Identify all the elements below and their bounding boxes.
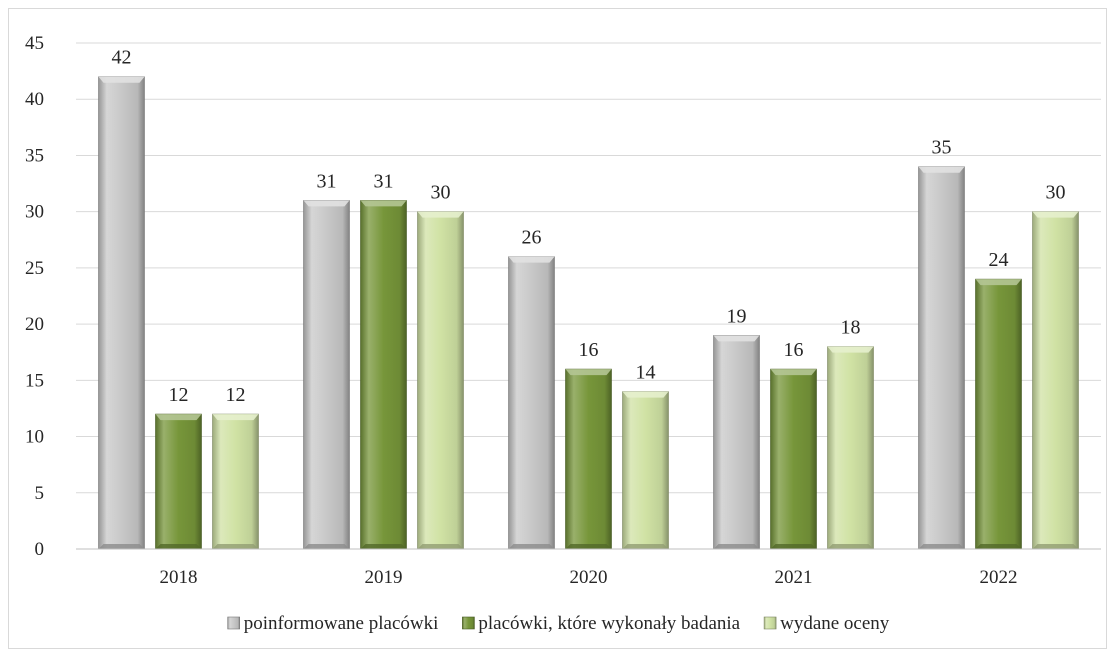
bar-bevel-bottom [155, 544, 202, 549]
legend-item: poinformowane placówki [227, 613, 439, 634]
bar-bevel-bottom [303, 544, 350, 549]
data-labels: 42 12 12 31 31 30 26 16 14 19 16 18 35 24 30 [112, 47, 1066, 406]
legend-label: poinformowane placówki [244, 613, 439, 634]
y-tick-label: 30 [25, 202, 44, 223]
chart-frame: 0 5 10 15 20 25 30 35 40 45 2018 2019 2020 2021 2022 4… [8, 8, 1107, 649]
legend-label: placówki, które wykonały badania [478, 613, 740, 634]
bar [827, 346, 874, 550]
bar-bevel-bottom [417, 544, 464, 549]
bar [975, 278, 1022, 550]
legend-label: wydane oceny [780, 613, 890, 634]
bar [622, 391, 669, 550]
bar-bevel-top [827, 346, 874, 353]
bar-bevel-top [417, 211, 464, 218]
bar [417, 211, 464, 550]
x-tick-label: 2019 [365, 567, 403, 588]
bar-value-label: 19 [727, 305, 747, 327]
y-tick-label: 45 [25, 33, 44, 54]
bar-value-label: 31 [374, 170, 394, 192]
y-tick-label: 35 [25, 145, 44, 166]
bar-bevel-bottom [98, 544, 145, 549]
bar-value-label: 12 [226, 384, 246, 406]
bar-bevel-top [622, 391, 669, 398]
bar-bevel-bottom [770, 544, 817, 549]
y-tick-label: 10 [25, 427, 44, 448]
bar-chart: 0 5 10 15 20 25 30 35 40 45 2018 2019 2020 2021 2022 4… [25, 33, 1101, 634]
x-tick-label: 2021 [775, 567, 813, 588]
bar-bevel-top [508, 256, 555, 263]
legend: poinformowane placówki placówki, które wy… [227, 613, 890, 634]
bar-bevel-top [303, 200, 350, 207]
x-tick-label: 2018 [160, 567, 198, 588]
bar-bevel-bottom [827, 544, 874, 549]
bar [770, 368, 817, 550]
bar-bevel-top [770, 369, 817, 376]
bar [1032, 211, 1079, 550]
bar [303, 200, 350, 550]
bar-value-label: 30 [1046, 182, 1066, 204]
bar-bevel-bottom [360, 544, 407, 549]
bar-bevel-bottom [918, 544, 965, 549]
bar-value-label: 16 [784, 339, 804, 361]
bar-value-label: 26 [522, 227, 542, 249]
bar [212, 413, 259, 550]
bar-bevel-top [565, 369, 612, 376]
bar-value-label: 42 [112, 47, 132, 69]
bar [713, 335, 760, 550]
y-tick-label: 40 [25, 89, 44, 110]
bar-value-label: 24 [989, 249, 1009, 271]
bar [98, 76, 145, 550]
bar-bevel-top [975, 279, 1022, 286]
bar-bevel-top [155, 414, 202, 421]
bar [155, 413, 202, 550]
legend-swatch [763, 616, 777, 630]
bar-bevel-bottom [508, 544, 555, 549]
bar-bevel-bottom [622, 544, 669, 549]
bar-bevel-bottom [1032, 544, 1079, 549]
y-tick-label: 5 [35, 483, 45, 504]
legend-swatch [462, 616, 475, 630]
bar-bevel-top [360, 200, 407, 207]
bar-bevel-top [212, 414, 259, 421]
bar-bevel-top [918, 166, 965, 173]
bar [508, 256, 555, 550]
bar [565, 368, 612, 550]
bar [360, 200, 407, 550]
bar-value-label: 35 [932, 137, 952, 159]
bar-bevel-bottom [975, 544, 1022, 549]
bar-bevel-top [713, 335, 760, 342]
bar-value-label: 12 [169, 384, 189, 406]
bar-bevel-top [98, 76, 145, 83]
legend-item: placówki, które wykonały badania [462, 613, 741, 634]
bar-bevel-bottom [212, 544, 259, 549]
y-tick-label: 25 [25, 258, 44, 279]
axes: 0 5 10 15 20 25 30 35 40 45 2018 2019 2020 2021 2022 [25, 33, 1101, 588]
bar [918, 166, 965, 550]
bar-bevel-top [1032, 211, 1079, 218]
bar-value-label: 18 [841, 317, 861, 339]
legend-item: wydane oceny [763, 613, 890, 634]
bar-value-label: 14 [636, 362, 656, 384]
x-tick-label: 2022 [980, 567, 1018, 588]
legend-swatch [227, 616, 240, 630]
bar-bevel-bottom [565, 544, 612, 549]
x-tick-label: 2020 [570, 567, 608, 588]
bar-value-label: 31 [317, 170, 337, 192]
bars [98, 76, 1079, 550]
bar-bevel-bottom [713, 544, 760, 549]
bar-value-label: 16 [579, 339, 599, 361]
bar-value-label: 30 [431, 182, 451, 204]
y-tick-label: 0 [35, 539, 45, 560]
y-tick-label: 15 [25, 370, 44, 391]
y-tick-label: 20 [25, 314, 44, 335]
